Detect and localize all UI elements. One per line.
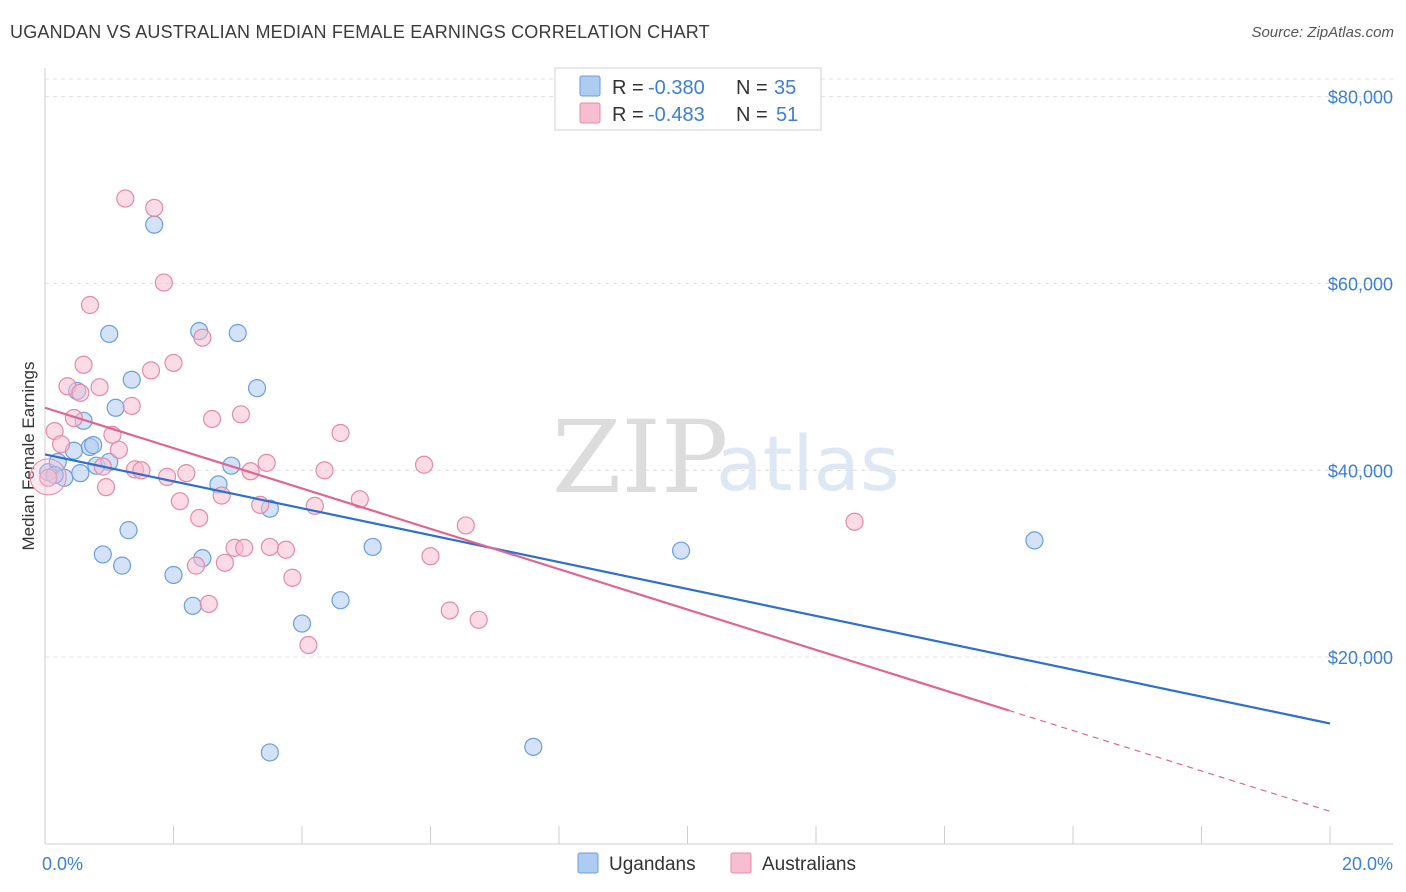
ugandans-point	[331, 591, 350, 610]
australians-point	[80, 295, 100, 315]
australians-point	[164, 353, 183, 373]
legend-r-value-1: -0.380	[648, 77, 705, 99]
y-axis-label: Median Female Earnings	[19, 362, 38, 551]
australians-point	[215, 553, 234, 572]
ugandans-point	[93, 545, 112, 564]
ugandans-point	[145, 215, 164, 234]
australians-point	[283, 568, 302, 587]
australians-point	[177, 464, 196, 483]
bottom-legend-swatch-australians	[730, 852, 752, 874]
watermark-zip: ZIP	[552, 399, 728, 516]
australians-trend-line	[44, 406, 1010, 712]
australians-point	[315, 461, 334, 480]
australians-point	[157, 467, 177, 486]
y-tick-labels: $20,000 $40,000 $60,000 $80,000	[1328, 88, 1393, 668]
australians-point	[260, 537, 279, 557]
legend-r-label-1: R =	[612, 77, 644, 99]
australians-point	[39, 468, 58, 487]
australians-point	[51, 435, 71, 454]
ugandans-point	[71, 464, 90, 483]
ugandans-point	[106, 398, 125, 417]
australians-point	[71, 383, 90, 402]
legend-n-value-2: 51	[776, 104, 798, 126]
ugandans-point	[84, 436, 103, 455]
ugandans-point	[183, 596, 202, 615]
ugandans-point	[228, 323, 247, 343]
australians-point	[90, 378, 109, 397]
australians-point	[350, 490, 369, 509]
australians-point	[331, 423, 350, 443]
australians-point	[202, 409, 222, 429]
x-tick-labels: 0.0% 20.0%	[42, 854, 1393, 874]
legend-swatch-ugandans	[579, 75, 601, 97]
series-legend: Ugandans Australians	[577, 852, 856, 875]
australians-point	[141, 361, 161, 380]
legend-swatch-australians	[579, 102, 601, 124]
australians-point	[186, 556, 206, 575]
ugandans-point	[122, 370, 141, 389]
australians-points	[29, 189, 864, 655]
correlation-legend: R = -0.380 N = 35 R = -0.483 N = 51	[554, 67, 822, 131]
australians-point	[469, 610, 488, 629]
watermark-atlas: atlas	[716, 419, 900, 508]
legend-r-label-2: R =	[612, 104, 644, 126]
y-tick-label: $80,000	[1328, 88, 1393, 108]
australians-point	[199, 594, 218, 614]
australians-point	[190, 508, 209, 528]
y-tick-label: $60,000	[1328, 275, 1393, 295]
australians-point	[64, 408, 84, 428]
australians-point	[96, 478, 116, 497]
australians-trend-extension	[1008, 709, 1331, 812]
x-tick-label: 20.0%	[1342, 854, 1393, 874]
australians-point	[414, 455, 434, 474]
y-tick-label: $20,000	[1328, 648, 1393, 668]
ugandans-point	[363, 537, 382, 557]
trend-lines	[44, 406, 1331, 812]
legend-n-label-2: N =	[736, 104, 768, 126]
ugandans-point	[1025, 531, 1044, 550]
legend-r-value-2: -0.483	[648, 104, 705, 126]
legend-n-value-1: 35	[774, 77, 796, 99]
australians-point	[276, 540, 296, 559]
ugandans-point	[671, 541, 691, 560]
ugandans-point	[260, 743, 279, 762]
ugandans-point	[524, 737, 543, 756]
bottom-legend-swatch-ugandans	[577, 852, 599, 874]
y-tick-label: $40,000	[1328, 461, 1393, 481]
australians-point	[456, 516, 475, 535]
ugandans-trend-line	[44, 453, 1331, 725]
australians-point	[440, 601, 459, 620]
x-tick-label: 0.0%	[42, 854, 83, 874]
ugandans-point	[164, 565, 183, 585]
australians-point-cluster	[29, 458, 67, 496]
australians-point	[299, 635, 318, 655]
ugandans-point	[247, 379, 267, 398]
grid	[45, 78, 1393, 658]
australians-point	[257, 453, 276, 472]
x-tick-marks	[44, 826, 1331, 844]
ugandans-point	[119, 521, 138, 540]
source-label: Source: ZipAtlas.com	[1251, 24, 1394, 41]
australians-point	[145, 198, 164, 217]
bottom-legend-ugandans: Ugandans	[609, 854, 696, 875]
ugandans-point	[292, 614, 312, 633]
legend-n-label-1: N =	[736, 77, 768, 99]
australians-point	[193, 328, 212, 347]
australians-point	[235, 538, 254, 557]
australians-point	[421, 547, 440, 566]
australians-point	[122, 396, 141, 415]
australians-point	[109, 440, 128, 459]
australians-point	[74, 355, 93, 374]
australians-point	[845, 512, 864, 531]
australians-point	[116, 189, 135, 208]
ugandans-point	[100, 324, 119, 344]
australians-point	[154, 273, 173, 292]
australians-point	[231, 405, 251, 424]
page-title: UGANDAN VS AUSTRALIAN MEDIAN FEMALE EARN…	[10, 22, 710, 42]
australians-point	[170, 492, 190, 511]
ugandans-point	[112, 556, 132, 575]
bottom-legend-australians: Australians	[762, 854, 856, 875]
